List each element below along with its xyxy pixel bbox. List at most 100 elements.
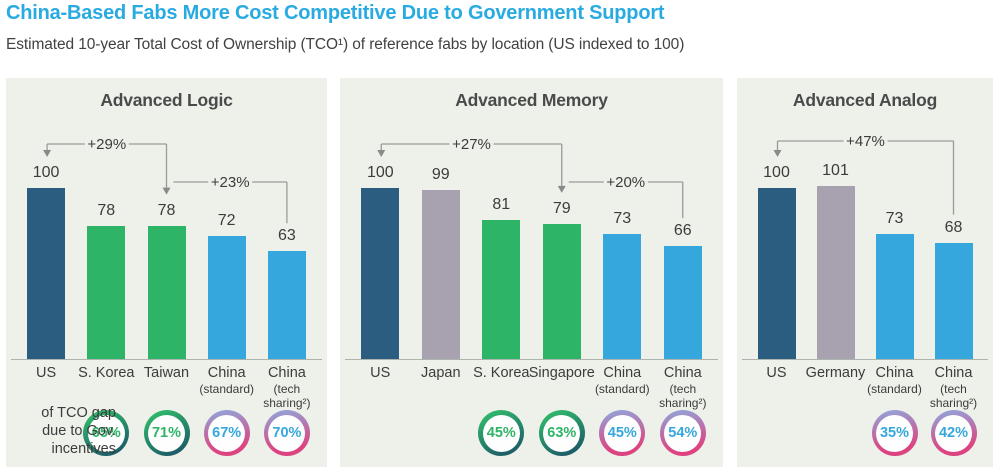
bar-value-label: 72 xyxy=(217,212,236,229)
category-label: China xyxy=(267,365,306,381)
annotation-label: +23% xyxy=(211,174,250,191)
bar-s-korea xyxy=(482,220,521,359)
category-label: US xyxy=(766,365,787,381)
panel-title: Advanced Memory xyxy=(455,90,608,110)
category-label-group: US xyxy=(1,365,91,382)
category-label: China xyxy=(934,365,973,381)
bar-china-standard xyxy=(603,234,642,359)
category-sublabel: (standard) xyxy=(867,382,922,396)
panel-advanced-analog: Advanced Analog 100 US 101 Germany 73 China (st… xyxy=(737,78,993,467)
category-label: S. Korea xyxy=(473,365,530,381)
category-label-group: Taiwan xyxy=(122,365,212,382)
bar-value-label: 66 xyxy=(673,222,692,239)
bar-china-tech-sharing xyxy=(267,251,306,359)
category-label: China xyxy=(663,365,702,381)
bar-value-label: 73 xyxy=(613,210,632,227)
gov-incentive-badge: 67% xyxy=(203,410,250,456)
gov-incentive-badge: 42% xyxy=(930,410,977,456)
x-axis-line xyxy=(742,359,988,360)
bar-value-label: 100 xyxy=(32,164,60,181)
gov-incentive-value: 65% xyxy=(87,414,125,452)
bar-value-label: 73 xyxy=(885,210,904,227)
gov-incentive-badge: 70% xyxy=(263,410,310,456)
category-label: Japan xyxy=(421,365,461,381)
category-label-group: China (standard) xyxy=(182,365,272,396)
tco-gap-note-line: of TCO gap xyxy=(41,405,116,421)
gov-incentive-value: 45% xyxy=(603,414,641,452)
tco-gap-note-line: due to Gov. xyxy=(42,423,116,439)
x-axis-line xyxy=(11,359,322,360)
bar-value-label: 101 xyxy=(822,162,849,179)
bar-us xyxy=(757,188,796,359)
category-label-group: China (tech sharing²) xyxy=(638,365,728,410)
gov-incentive-value: 42% xyxy=(935,414,972,452)
category-label-group: China (standard) xyxy=(850,365,940,396)
bar-value-label: 79 xyxy=(552,200,571,217)
bar-value-label: 100 xyxy=(763,164,790,181)
annotation-label: +29% xyxy=(87,136,126,153)
bar-singapore xyxy=(542,224,581,359)
category-sublabel: (tech xyxy=(273,382,301,396)
bar-taiwan xyxy=(147,226,186,359)
gov-incentive-value: 54% xyxy=(664,414,702,452)
panel-advanced-logic: Advanced Logic 100 US 78 S. Korea 78 Taiwan 72 C… xyxy=(6,78,327,467)
category-label-group: Japan xyxy=(396,365,486,382)
panel-advanced-memory: Advanced Memory 100 US 99 Japan 81 S. Korea 79 S… xyxy=(340,78,723,467)
panel-title: Advanced Logic xyxy=(100,90,233,110)
page-subtitle: Estimated 10-year Total Cost of Ownershi… xyxy=(6,36,685,53)
gov-incentive-value: 71% xyxy=(148,414,185,452)
category-sublabel: sharing²) xyxy=(929,396,978,410)
annotation-label: +47% xyxy=(846,133,885,150)
category-sublabel: (standard) xyxy=(594,382,650,396)
gov-incentive-value: 35% xyxy=(876,414,913,452)
category-label-group: Singapore xyxy=(517,365,607,382)
bar-china-standard xyxy=(875,234,914,359)
bar-value-label: 78 xyxy=(157,202,176,219)
gov-incentive-value: 45% xyxy=(482,414,520,452)
category-label: US xyxy=(370,365,391,381)
page-title: China-Based Fabs More Cost Competitive D… xyxy=(6,2,665,24)
bar-china-tech-sharing xyxy=(934,243,973,359)
bar-japan xyxy=(421,190,460,359)
bar-germany xyxy=(816,186,855,359)
category-label: Singapore xyxy=(528,365,595,381)
category-sublabel: sharing²) xyxy=(263,396,311,410)
bar-china-standard xyxy=(207,236,246,359)
bar-value-label: 100 xyxy=(366,164,394,181)
x-axis-line xyxy=(345,359,718,360)
tco-gap-note-line: incentives xyxy=(51,441,116,457)
bar-value-label: 81 xyxy=(492,196,511,213)
category-label-group: US xyxy=(732,365,822,382)
bar-us xyxy=(27,188,66,359)
gov-incentive-badge: 45% xyxy=(478,410,525,456)
gov-incentive-badge: 71% xyxy=(143,410,190,456)
category-sublabel: (tech xyxy=(669,382,697,396)
gov-incentive-value: 63% xyxy=(543,414,581,452)
category-label-group: China (standard) xyxy=(577,365,667,396)
bar-china-tech-sharing xyxy=(663,246,702,359)
bar-s-korea xyxy=(87,226,126,359)
category-label-group: S. Korea xyxy=(456,365,546,382)
category-sublabel: (standard) xyxy=(199,382,255,396)
category-label: S. Korea xyxy=(78,365,135,381)
bar-value-label: 99 xyxy=(431,166,450,183)
annotation-label: +20% xyxy=(606,174,645,191)
gov-incentive-badge: 65% xyxy=(83,410,130,456)
gov-incentive-badge: 63% xyxy=(538,410,585,456)
gov-incentive-value: 67% xyxy=(208,414,246,452)
bar-value-label: 63 xyxy=(277,227,296,244)
tco-gap-note: of TCO gap due to Gov. incentives xyxy=(0,404,116,458)
category-label: China xyxy=(207,365,246,381)
gov-incentive-badge: 35% xyxy=(871,410,918,456)
category-label: China xyxy=(875,365,914,381)
annotation-label: +27% xyxy=(452,136,491,153)
bar-value-label: 78 xyxy=(97,202,116,219)
category-label-group: S. Korea xyxy=(61,365,151,382)
category-label: Germany xyxy=(805,365,866,381)
category-label: Taiwan xyxy=(143,365,190,381)
category-label-group: China (tech sharing²) xyxy=(242,365,332,410)
category-label: China xyxy=(603,365,642,381)
gov-incentive-badge: 45% xyxy=(599,410,646,456)
gov-incentive-value: 70% xyxy=(268,414,306,452)
